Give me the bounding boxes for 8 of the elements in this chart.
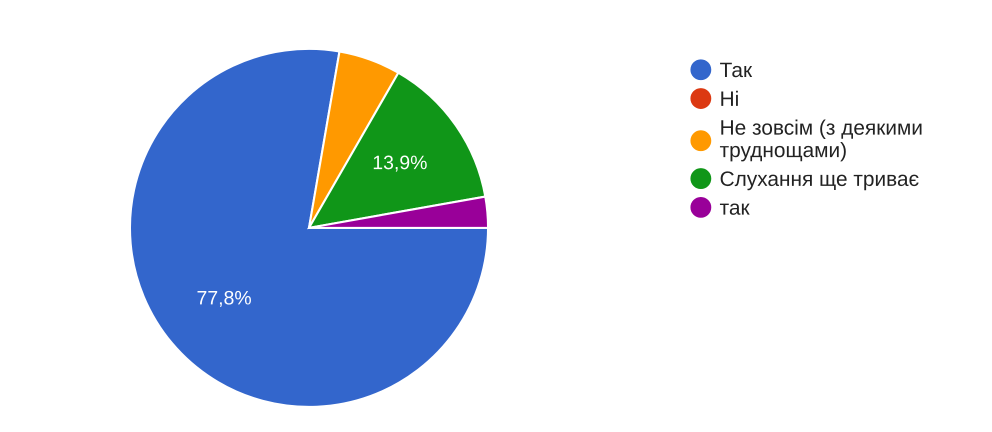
legend-label: Так [720,62,752,78]
data-label: 77,8% [198,290,251,307]
pie-slice [128,48,490,408]
legend-label: так [720,203,750,215]
data-label: 13,9% [374,156,427,172]
legend-label: Слухання ще триває [720,171,919,190]
legend-label: Ні [721,90,738,106]
legend-label: Не зовсім (з деякими труднощами) [720,120,922,162]
